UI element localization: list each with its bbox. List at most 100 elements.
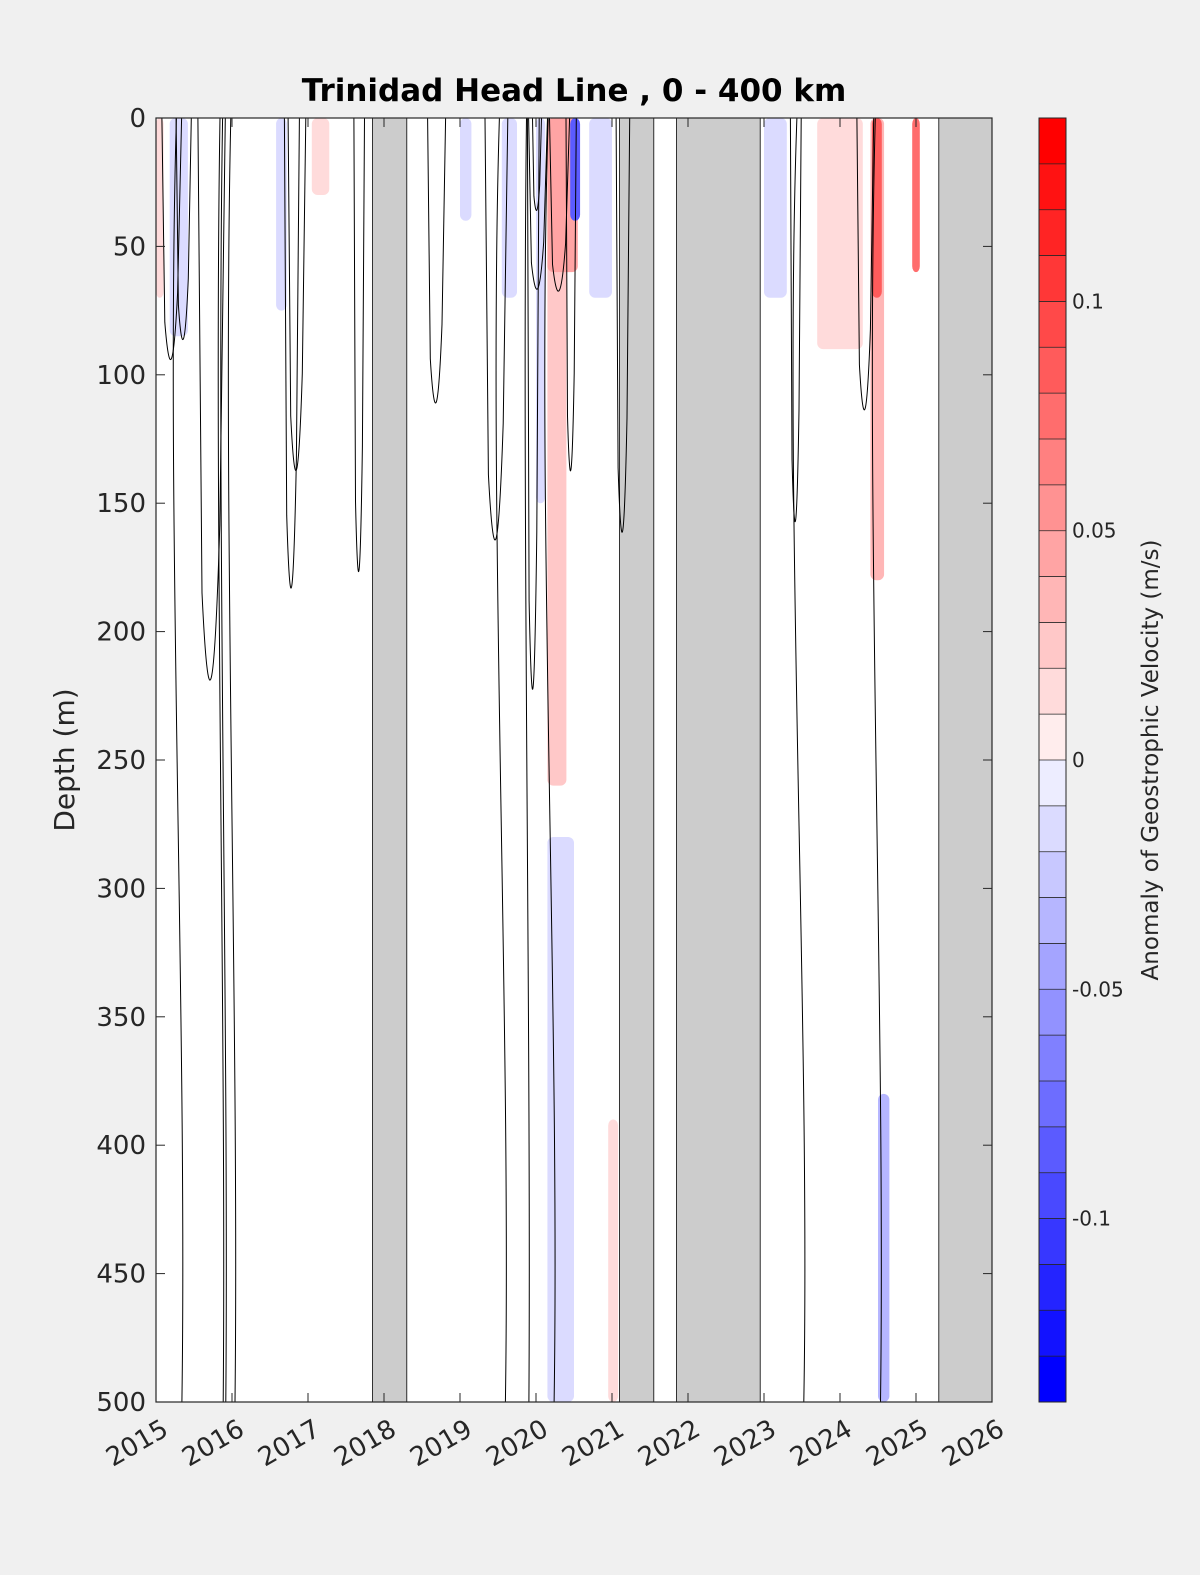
- y-tick-label: 450: [96, 1260, 146, 1290]
- colorbar-swatch: [1039, 347, 1066, 394]
- colorbar-swatch: [1039, 760, 1066, 807]
- anomaly-patch-7: [547, 118, 567, 786]
- colorbar-swatch: [1039, 1081, 1066, 1128]
- anomaly-patch-3: [311, 118, 330, 196]
- contour-line-13: [549, 118, 571, 292]
- contour-lines: [161, 118, 882, 1402]
- x-tick-label: 2020: [481, 1414, 553, 1473]
- x-tick-label: 2022: [633, 1414, 705, 1473]
- colorbar-swatch: [1039, 163, 1066, 211]
- colorbar-tick-label: 0: [1072, 748, 1085, 772]
- contour-line-32: [172, 118, 184, 1402]
- y-tick-label: 300: [96, 874, 146, 904]
- anomaly-patch-2: [276, 118, 287, 311]
- contour-line-15: [532, 118, 542, 211]
- contour-line-10: [528, 118, 548, 290]
- colorbar-swatch: [1039, 1172, 1066, 1220]
- colorbar-swatch: [1039, 851, 1066, 899]
- contour-line-20: [856, 118, 875, 411]
- anomaly-patch-4: [460, 118, 472, 221]
- colorbar-swatch: [1039, 1035, 1066, 1082]
- x-tick-label: 2019: [405, 1414, 477, 1473]
- contour-line-4: [217, 118, 225, 1402]
- contour-line-14: [789, 118, 802, 523]
- no-data-band-1: [619, 118, 655, 1402]
- colorbar-swatch: [1039, 1264, 1066, 1311]
- anomaly-patch-5: [501, 118, 517, 298]
- colorbar-tick-label: -0.05: [1072, 977, 1124, 1001]
- contour-line-27: [161, 118, 183, 360]
- colorbar-swatch: [1039, 805, 1066, 853]
- contour-line-21: [353, 118, 365, 573]
- x-tick-label: 2016: [177, 1414, 249, 1473]
- anomaly-patch-11: [547, 837, 574, 1402]
- contour-line-1: [524, 118, 530, 1402]
- y-tick-label: 400: [96, 1131, 146, 1161]
- anomaly-patch-12: [608, 1119, 619, 1402]
- anomaly-patch-14: [817, 118, 863, 350]
- contour-line-0: [565, 118, 577, 472]
- y-tick-label: 0: [129, 104, 146, 134]
- no-data-bands: [372, 118, 992, 1402]
- y-tick-label: 250: [96, 746, 146, 776]
- colorbar-swatch: [1039, 1218, 1066, 1265]
- colorbar-swatch: [1039, 1356, 1066, 1403]
- x-tick-label: 2024: [785, 1414, 857, 1473]
- colorbar-tick-label: 0.05: [1072, 519, 1117, 543]
- x-tick-label: 2026: [937, 1414, 1009, 1473]
- colorbar-swatch: [1039, 714, 1066, 761]
- anomaly-patch-17: [878, 1093, 890, 1402]
- x-tick-label: 2017: [253, 1414, 325, 1473]
- anomaly-patch-10: [589, 118, 612, 298]
- x-tick-label: 2025: [861, 1414, 933, 1473]
- x-tick-label: 2015: [101, 1414, 173, 1473]
- colorbar-swatch: [1039, 989, 1066, 1036]
- colorbar-label: Anomaly of Geostrophic Velocity (m/s): [1138, 540, 1164, 981]
- colorbar-swatch: [1039, 484, 1066, 532]
- contour-line-25: [484, 118, 509, 541]
- x-tick-label: 2018: [329, 1414, 401, 1473]
- x-tick-label: 2021: [557, 1414, 629, 1473]
- colorbar-swatch: [1039, 576, 1066, 623]
- colorbar-frame: [1038, 117, 1067, 1403]
- contour-line-11: [283, 118, 300, 589]
- contour-line-7: [526, 118, 540, 690]
- colorbar: 0.1 0.05 0 -0.05 -0.1: [1038, 117, 1124, 1403]
- colorbar-swatch: [1039, 668, 1066, 715]
- contour-line-19: [427, 118, 447, 404]
- y-axis-label: Depth (m): [48, 688, 81, 831]
- colorbar-tick-label: 0.1: [1072, 289, 1104, 313]
- colorbar-swatch: [1039, 393, 1066, 440]
- contour-line-23: [871, 118, 882, 1402]
- contour-line-22: [792, 118, 806, 1402]
- colorbar-swatch: [1039, 1310, 1066, 1357]
- no-data-band-0: [372, 118, 408, 1402]
- colorbar-swatch: [1039, 897, 1066, 944]
- y-tick-label: 500: [96, 1388, 146, 1418]
- y-tick-label: 150: [96, 489, 146, 519]
- anomaly-patch-18: [912, 118, 920, 273]
- contour-line-8: [615, 118, 631, 533]
- colorbar-swatch: [1039, 209, 1066, 257]
- colorbar-swatch: [1039, 1126, 1066, 1174]
- colorbar-tick-label: -0.1: [1072, 1207, 1111, 1231]
- colorbar-swatch: [1039, 301, 1066, 348]
- y-tick-label: 50: [113, 232, 146, 262]
- y-tick-label: 200: [96, 618, 146, 648]
- chart-title: Trinidad Head Line , 0 - 400 km: [302, 73, 847, 109]
- contour-line-12: [220, 118, 227, 1402]
- contour-line-24: [175, 118, 192, 341]
- colorbar-swatch: [1039, 255, 1066, 302]
- contour-line-3: [495, 118, 507, 1402]
- anomaly-patch-1: [156, 118, 164, 298]
- y-axis: 0 50 100 150 200 250 300 350 400 450 500: [96, 104, 992, 1418]
- y-tick-label: 350: [96, 1003, 146, 1033]
- x-tick-label: 2023: [709, 1414, 781, 1473]
- contour-line-5: [287, 118, 307, 471]
- contour-line-28: [227, 118, 237, 1402]
- colorbar-swatch: [1039, 530, 1066, 578]
- colorbar-swatch: [1039, 622, 1066, 669]
- no-data-band-2: [676, 118, 761, 1402]
- y-tick-label: 100: [96, 361, 146, 391]
